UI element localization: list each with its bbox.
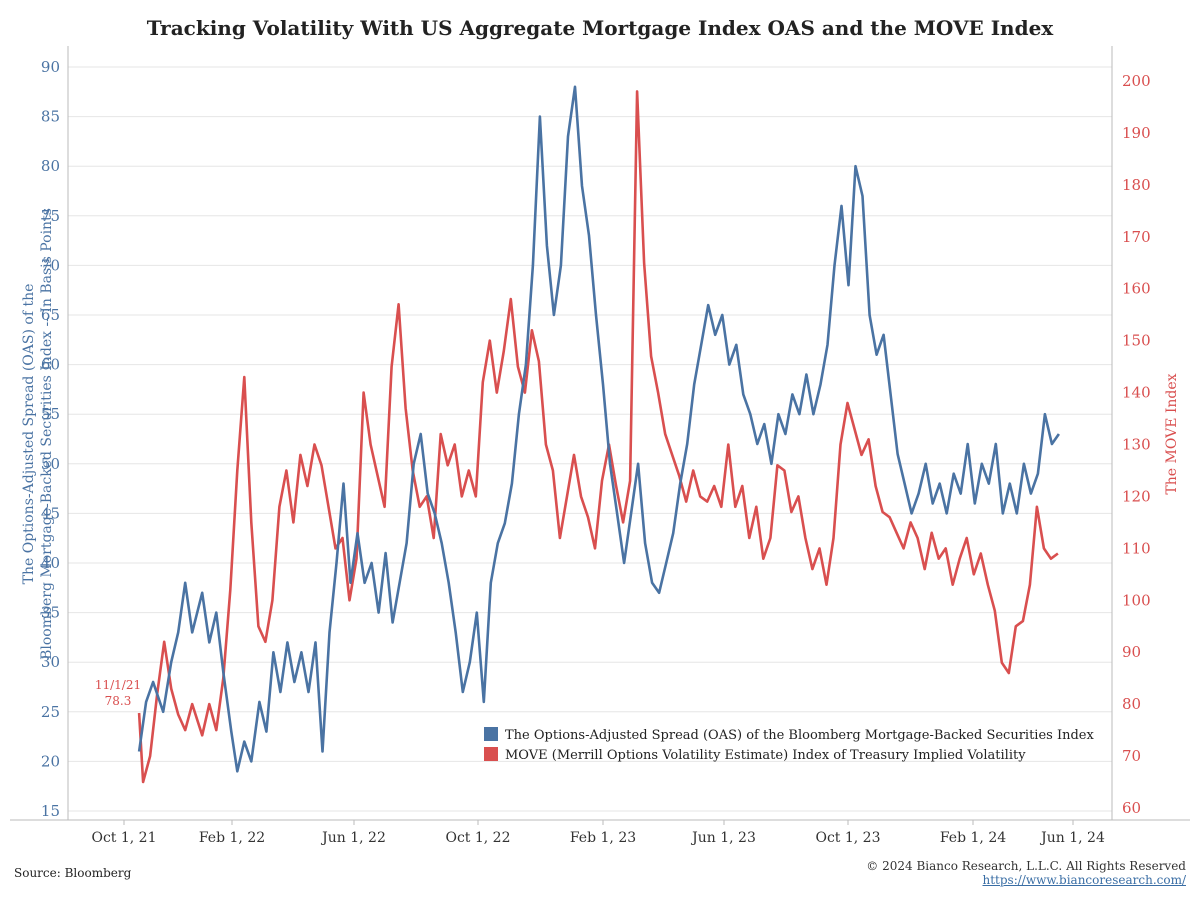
left-tick-label: 25 (41, 703, 60, 721)
left-tick-label: 55 (41, 405, 60, 423)
x-tick-label: Oct 1, 22 (445, 830, 510, 846)
left-tick-label: 50 (41, 455, 60, 473)
left-axis-title-line1: The Options-Adjusted Spread (OAS) of the (21, 284, 37, 585)
left-axis-title-line2: Bloomberg Mortgage-Backed Securities Ind… (39, 208, 55, 660)
left-tick-label: 15 (41, 802, 60, 820)
copyright-block: © 2024 Bianco Research, L.L.C. All Right… (866, 859, 1186, 887)
legend-swatch-move (484, 747, 498, 761)
left-tick-label: 45 (41, 504, 60, 522)
right-tick-label: 130 (1122, 436, 1151, 454)
x-tick-label: Feb 1, 23 (570, 830, 636, 846)
right-tick-label: 120 (1122, 487, 1151, 505)
legend-swatch-oas (484, 727, 498, 741)
left-tick-label: 40 (41, 554, 60, 572)
left-tick-label: 65 (41, 306, 60, 324)
annotation-value: 78.3 (105, 694, 132, 708)
oas-series-line (137, 85, 1060, 773)
right-tick-label: 110 (1122, 539, 1151, 557)
left-tick-label: 35 (41, 604, 60, 622)
left-tick-label: 85 (41, 108, 60, 126)
left-tick-label: 80 (41, 157, 60, 175)
x-tick-label: Jun 1, 23 (690, 830, 756, 846)
chart-title: Tracking Volatility With US Aggregate Mo… (146, 16, 1054, 40)
legend-label-oas: The Options-Adjusted Spread (OAS) of the… (505, 728, 1094, 743)
source-note: Source: Bloomberg (14, 866, 132, 880)
x-tick-label: Jun 1, 22 (320, 830, 386, 846)
right-tick-label: 80 (1122, 695, 1141, 713)
right-tick-label: 100 (1122, 591, 1151, 609)
right-tick-label: 190 (1122, 124, 1151, 142)
right-tick-label: 160 (1122, 280, 1151, 298)
annotation-date: 11/1/21 (95, 678, 141, 692)
x-tick-label: Oct 1, 23 (815, 830, 880, 846)
right-tick-label: 200 (1122, 72, 1151, 90)
right-tick-label: 140 (1122, 384, 1151, 402)
move-series-line (137, 90, 1059, 784)
x-tick-label: Feb 1, 24 (940, 830, 1006, 846)
legend-label-move: MOVE (Merrill Options Volatility Estimat… (505, 748, 1026, 763)
right-tick-label: 150 (1122, 332, 1151, 350)
left-tick-label: 20 (41, 752, 60, 770)
right-axis-title: The MOVE Index (1164, 373, 1180, 494)
left-tick-label: 30 (41, 653, 60, 671)
x-tick-label: Oct 1, 21 (91, 830, 156, 846)
right-tick-label: 60 (1122, 799, 1141, 817)
x-tick-label: Jun 1, 24 (1039, 830, 1105, 846)
right-tick-label: 180 (1122, 176, 1151, 194)
right-tick-label: 90 (1122, 643, 1141, 661)
left-tick-label: 70 (41, 256, 60, 274)
left-tick-label: 75 (41, 207, 60, 225)
x-tick-label: Feb 1, 22 (199, 830, 265, 846)
left-tick-label: 60 (41, 356, 60, 374)
left-tick-label: 90 (41, 58, 60, 76)
right-tick-label: 70 (1122, 747, 1141, 765)
website-link[interactable]: https://www.biancoresearch.com/ (982, 873, 1186, 887)
copyright-text: © 2024 Bianco Research, L.L.C. All Right… (866, 859, 1186, 873)
right-tick-label: 170 (1122, 228, 1151, 246)
